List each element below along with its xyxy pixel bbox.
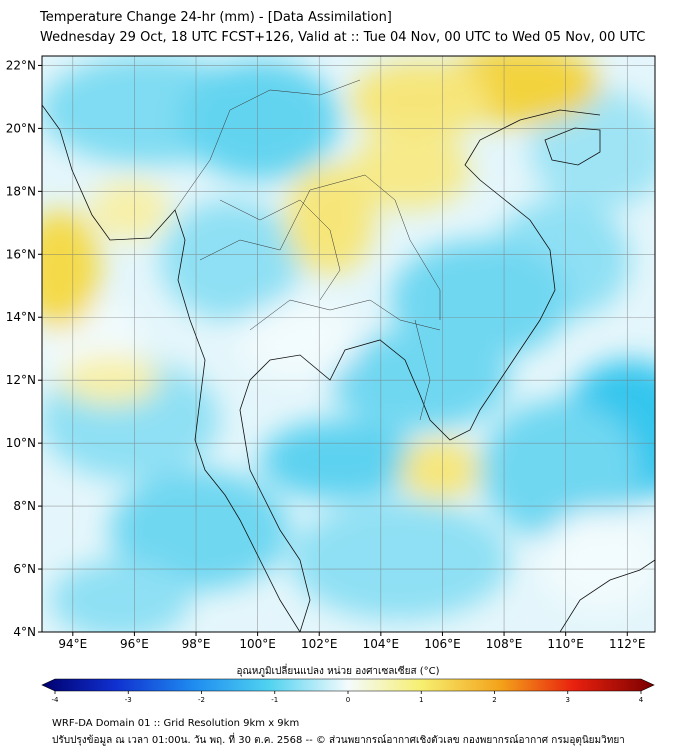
lon-label: 96°E <box>120 637 149 651</box>
colorbar-tick-label: 4 <box>639 696 644 704</box>
lon-label: 108°E <box>486 637 523 651</box>
map-subtitle: Wednesday 29 Oct, 18 UTC FCST+126, Valid… <box>40 30 646 45</box>
lon-label: 98°E <box>182 637 211 651</box>
colorbar-tick-label: -4 <box>52 696 60 704</box>
colorbar-tick-label: 0 <box>346 696 350 704</box>
footer-line-2: ปรับปรุงข้อมูล ณ เวลา 01:00น. วัน พฤ. ที… <box>52 735 625 746</box>
lat-label: 6°N <box>13 562 36 576</box>
colorbar <box>41 678 655 692</box>
temperature-field <box>42 56 655 632</box>
lon-label: 112°E <box>609 637 646 651</box>
lat-label: 12°N <box>6 373 36 387</box>
lon-label: 102°E <box>301 637 338 651</box>
lat-label: 4°N <box>13 625 36 639</box>
lat-label: 16°N <box>6 247 36 261</box>
map-title: Temperature Change 24-hr (mm) - [Data As… <box>40 10 392 25</box>
map-axes: 22°N 20°N 18°N 16°N 14°N 12°N 10°N 8°N 6°N 4°N 94°… <box>6 58 646 651</box>
graticule <box>42 56 655 633</box>
coastlines <box>42 104 655 632</box>
lon-label: 100°E <box>239 637 276 651</box>
borders <box>174 79 441 421</box>
colorbar-tick-label: -3 <box>125 696 132 704</box>
lat-label: 10°N <box>6 436 36 450</box>
colorbar-tick-label: -2 <box>198 696 205 704</box>
lat-label: 14°N <box>6 310 36 324</box>
lat-label: 20°N <box>6 121 36 135</box>
lon-label: 106°E <box>424 637 461 651</box>
footer-line-1: WRF-DA Domain 01 :: Grid Resolution 9km … <box>52 718 300 729</box>
colorbar-label: อุณหภูมิเปลี่ยนแปลง หน่วย องศาเซลเซียส (… <box>236 666 440 677</box>
colorbar-tick-label: 2 <box>492 696 496 704</box>
lon-label: 94°E <box>58 637 87 651</box>
lon-label: 104°E <box>363 637 400 651</box>
lon-label: 110°E <box>547 637 584 651</box>
plot-frame <box>41 55 656 633</box>
lat-label: 18°N <box>6 184 36 198</box>
colorbar-tick-label: 1 <box>419 696 423 704</box>
lat-label: 8°N <box>13 499 36 513</box>
lat-label: 22°N <box>6 58 36 72</box>
colorbar-tick-label: 3 <box>566 696 570 704</box>
colorbar-ticks: -4 -3 -2 -1 0 1 2 3 4 <box>52 691 644 704</box>
colorbar-tick-label: -1 <box>271 696 278 704</box>
